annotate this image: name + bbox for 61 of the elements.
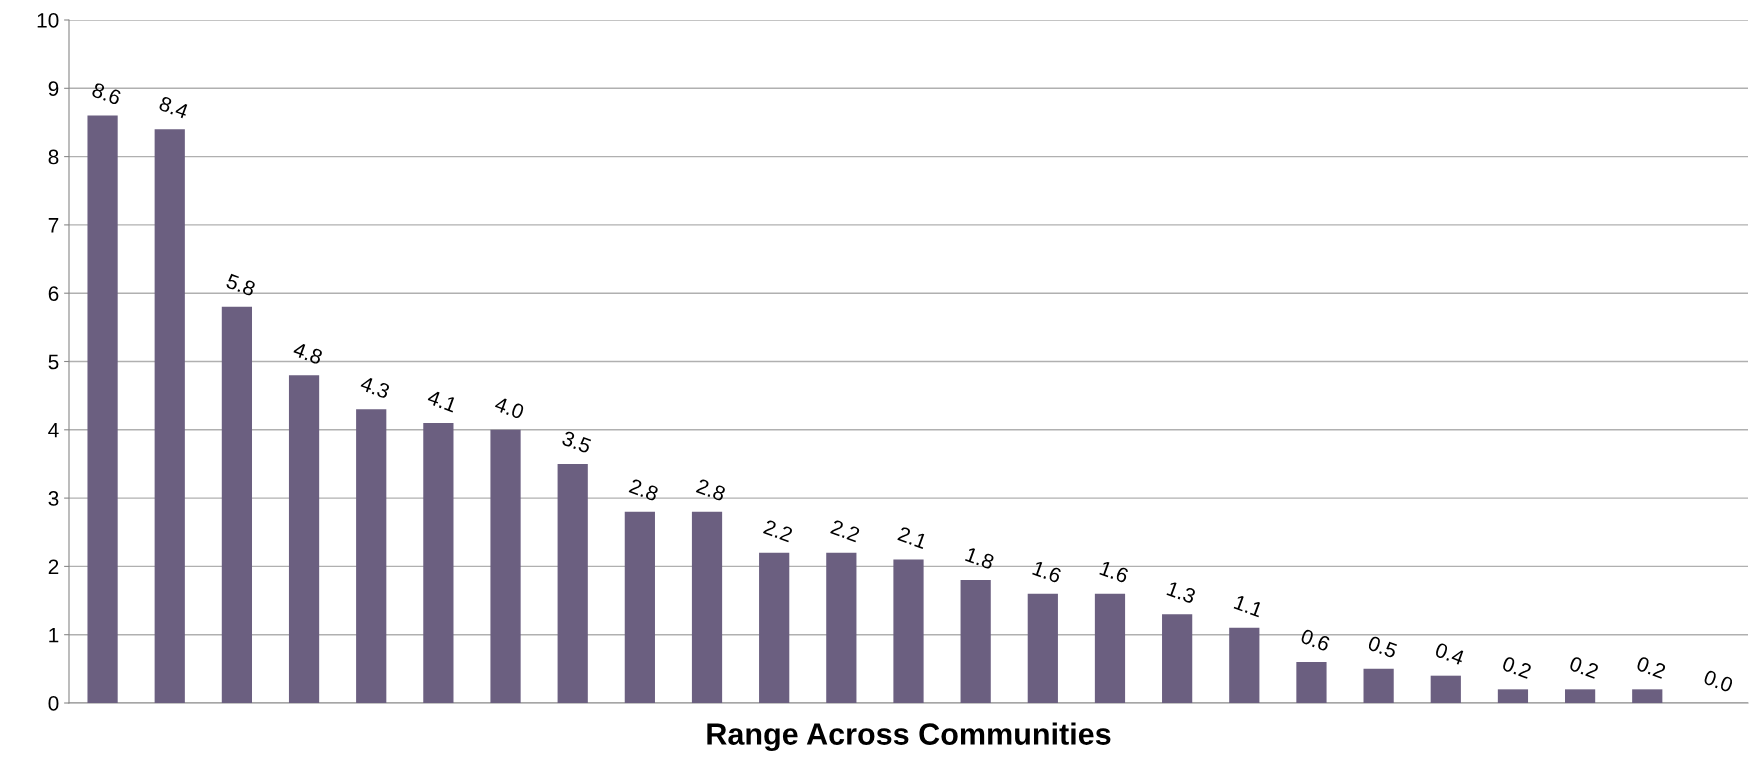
data-label: 4.8 xyxy=(292,341,324,365)
data-label: 1.1 xyxy=(1233,594,1264,618)
y-tick-label: 0 xyxy=(48,696,59,711)
y-tick-label: 10 xyxy=(37,13,59,28)
y-tick-label: 1 xyxy=(49,627,59,643)
bar xyxy=(423,422,454,703)
data-label: 1.3 xyxy=(1166,580,1197,604)
bar xyxy=(557,463,588,703)
data-label: 0.2 xyxy=(1635,655,1667,679)
data-label: 3.5 xyxy=(561,430,592,454)
bar xyxy=(1363,668,1394,703)
y-tick-label: 9 xyxy=(48,81,59,97)
bar xyxy=(960,580,991,703)
data-label: 2.8 xyxy=(695,478,727,502)
bar xyxy=(826,552,857,703)
bar xyxy=(624,511,655,703)
data-label: 0.2 xyxy=(1501,655,1533,679)
data-label: 8.4 xyxy=(158,95,190,120)
bar xyxy=(893,559,924,703)
data-label: 2.1 xyxy=(897,526,928,549)
bar xyxy=(288,375,320,703)
bar xyxy=(1094,593,1126,703)
bar xyxy=(759,552,790,703)
y-tick-label: 4 xyxy=(48,423,59,438)
data-label: 4.0 xyxy=(493,396,525,420)
y-tick-label: 3 xyxy=(48,491,59,506)
x-axis-title: Range Across Communities xyxy=(707,722,1111,752)
data-label: 4.1 xyxy=(426,389,458,413)
y-tick-label: 8 xyxy=(48,149,59,165)
bar xyxy=(154,129,185,703)
bar xyxy=(87,115,118,703)
data-label: 8.6 xyxy=(91,82,122,106)
data-label: 1.6 xyxy=(1099,560,1130,584)
bar xyxy=(1564,689,1596,703)
bar xyxy=(1430,675,1461,703)
bar xyxy=(1162,614,1193,703)
bar xyxy=(1497,689,1529,703)
y-tick-label: 2 xyxy=(48,559,59,574)
data-label: 0.6 xyxy=(1300,628,1331,652)
y-tick-label: 7 xyxy=(48,218,59,233)
data-label: 0.0 xyxy=(1702,669,1734,693)
y-tick-label: 5 xyxy=(48,354,59,370)
data-label: 0.5 xyxy=(1367,635,1398,659)
data-label: 1.8 xyxy=(964,546,995,570)
data-label: 5.8 xyxy=(225,273,257,297)
bar xyxy=(221,306,253,703)
bar xyxy=(1632,689,1663,703)
y-tick-label: 6 xyxy=(48,286,59,301)
bar xyxy=(1229,627,1260,703)
data-label: 4.3 xyxy=(359,375,391,399)
data-label: 1.6 xyxy=(1032,560,1063,584)
data-label: 0.2 xyxy=(1568,655,1600,679)
bar xyxy=(1027,593,1058,703)
bar xyxy=(356,409,387,703)
data-label: 2.8 xyxy=(628,478,660,502)
data-label: 2.2 xyxy=(830,519,861,543)
bar xyxy=(1296,662,1327,703)
data-label: 0.4 xyxy=(1434,642,1466,666)
bar xyxy=(691,511,723,703)
bar xyxy=(490,429,521,703)
data-label: 2.2 xyxy=(763,519,794,543)
